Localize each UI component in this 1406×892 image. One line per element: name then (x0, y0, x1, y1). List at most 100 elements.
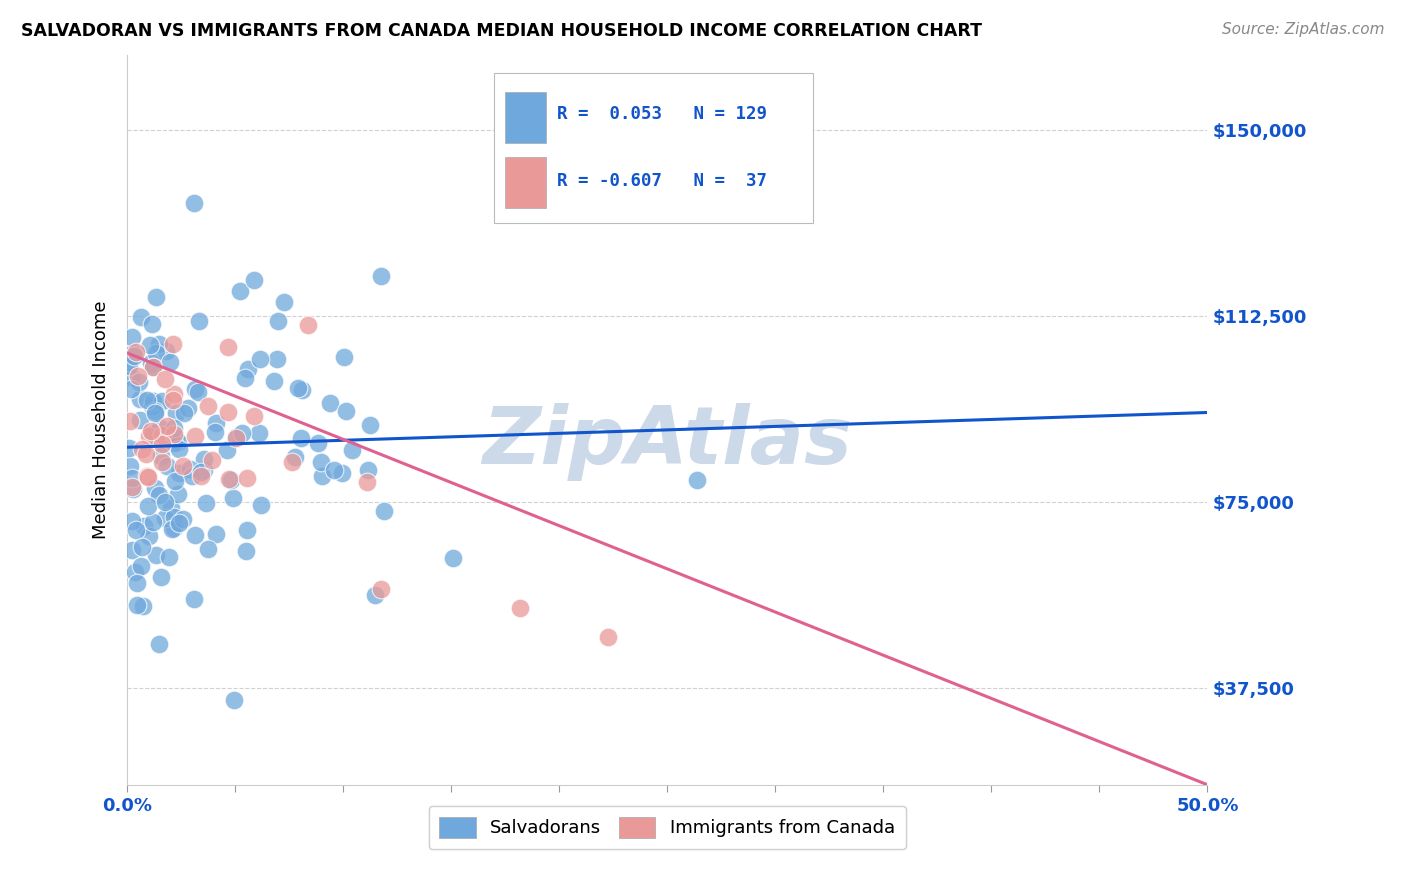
Point (165, 406, 187, 420)
Point (125, 575, 148, 590)
Point (195, 495, 218, 509)
Point (155, 343, 177, 358)
Point (359, 418, 381, 433)
Point (156, 419, 179, 434)
Point (135, 447, 157, 461)
Point (193, 451, 215, 466)
Point (121, 480, 143, 494)
Point (598, 630, 620, 644)
Point (311, 468, 333, 483)
Point (150, 449, 173, 463)
Point (187, 384, 209, 399)
Point (249, 352, 271, 367)
Point (150, 428, 173, 442)
Point (179, 462, 201, 476)
Point (142, 426, 165, 441)
Point (330, 466, 353, 480)
Point (145, 346, 167, 360)
Point (247, 425, 270, 440)
Text: Source: ZipAtlas.com: Source: ZipAtlas.com (1222, 22, 1385, 37)
Point (141, 399, 163, 413)
Point (127, 368, 149, 383)
Point (190, 466, 212, 480)
Point (333, 350, 356, 364)
Point (163, 521, 186, 535)
Point (370, 268, 392, 283)
Point (121, 470, 143, 484)
Point (145, 290, 167, 304)
Point (235, 544, 257, 558)
Point (167, 516, 190, 530)
Point (357, 463, 380, 477)
Point (172, 459, 194, 474)
Point (184, 382, 207, 396)
Point (291, 383, 314, 397)
Point (155, 458, 177, 473)
Point (180, 469, 202, 483)
Legend: Salvadorans, Immigrants from Canada: Salvadorans, Immigrants from Canada (429, 806, 905, 848)
Point (236, 361, 259, 376)
Point (441, 551, 464, 566)
Point (217, 340, 239, 354)
Point (121, 346, 143, 360)
Point (167, 442, 190, 456)
Point (143, 406, 166, 420)
Y-axis label: Median Household Income: Median Household Income (93, 301, 110, 539)
Point (236, 471, 259, 485)
Point (284, 450, 307, 465)
Point (319, 396, 342, 410)
Point (307, 436, 329, 450)
Point (236, 523, 259, 537)
Point (143, 481, 166, 495)
Point (135, 393, 157, 408)
Point (149, 421, 172, 435)
Point (205, 416, 228, 430)
Point (129, 392, 152, 407)
Point (188, 314, 211, 328)
Point (281, 455, 304, 469)
Point (128, 376, 150, 390)
Point (153, 511, 176, 525)
Point (162, 336, 184, 351)
Text: ZipAtlas: ZipAtlas (482, 403, 852, 481)
Point (177, 401, 200, 415)
Point (129, 558, 152, 573)
Point (163, 421, 186, 435)
Point (159, 354, 181, 368)
Point (136, 469, 159, 483)
Point (184, 429, 207, 443)
Point (155, 495, 177, 509)
Point (143, 404, 166, 418)
Point (266, 351, 288, 366)
Point (121, 515, 143, 529)
Point (120, 382, 142, 396)
Point (342, 443, 364, 458)
Point (139, 356, 162, 370)
Point (138, 529, 160, 543)
Point (120, 458, 142, 473)
Point (146, 399, 169, 413)
Point (183, 591, 205, 606)
Point (127, 598, 149, 612)
Point (121, 330, 143, 344)
Point (197, 542, 219, 557)
Point (225, 431, 247, 445)
Point (323, 463, 346, 477)
Point (215, 442, 238, 457)
Point (184, 528, 207, 542)
Point (125, 523, 148, 537)
Point (157, 549, 180, 564)
Point (142, 359, 165, 374)
Point (373, 504, 395, 518)
Point (190, 468, 212, 483)
Point (129, 310, 152, 325)
Point (183, 196, 205, 211)
Point (193, 463, 215, 477)
Point (250, 498, 273, 512)
Point (219, 473, 242, 487)
Point (287, 381, 309, 395)
Point (335, 404, 357, 418)
Point (146, 425, 169, 440)
Point (118, 359, 141, 373)
Point (197, 399, 219, 413)
